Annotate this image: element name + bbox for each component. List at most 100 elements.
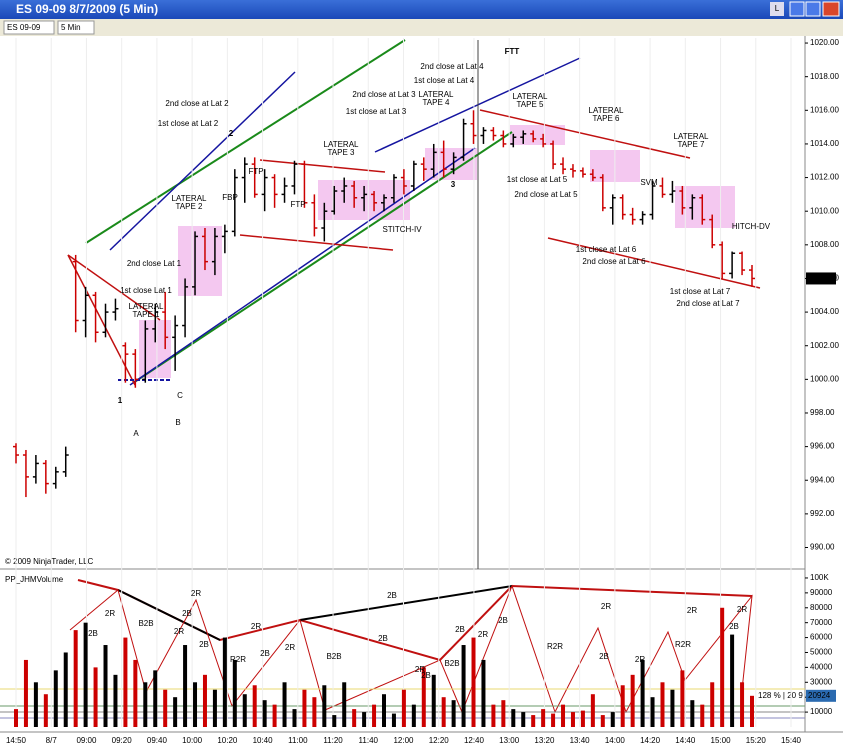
annotation: LATERAL (419, 90, 455, 99)
annotation: 2 (229, 129, 234, 138)
wave-label: 2R (191, 589, 201, 598)
volume-bar (431, 674, 436, 727)
annotation: LATERAL (324, 140, 360, 149)
volume-bar (511, 709, 516, 727)
volume-bar (590, 694, 595, 727)
y-tick-label: 996.00 (810, 442, 835, 451)
volume-bar (232, 659, 237, 727)
time-label: 8/7 (46, 736, 58, 745)
wave-label: R2R (547, 642, 563, 651)
volume-bar (501, 700, 506, 727)
annotation: C (177, 391, 183, 400)
wave-label: 2B (455, 625, 465, 634)
volume-bar (551, 713, 556, 727)
y-tick-label: 90000 (810, 588, 833, 597)
y-tick-label: 1016.00 (810, 105, 839, 114)
annotation: TAPE 6 (593, 114, 621, 123)
volume-bar (312, 697, 317, 727)
annotation: LATERAL (513, 92, 549, 101)
volume-bar (183, 645, 188, 727)
wave-label: 2B (260, 649, 270, 658)
volume-bar (650, 697, 655, 727)
volume-bar (33, 682, 38, 727)
wave-label: 2R (601, 602, 611, 611)
wave-label: B2B (326, 652, 341, 661)
volume-bar (302, 689, 307, 727)
annotation: FTP (248, 167, 263, 176)
annotation: 1st close at Lat 7 (670, 287, 731, 296)
copyright: © 2009 NinjaTrader, LLC (5, 557, 94, 566)
y-tick-label: 60000 (810, 633, 833, 642)
annotation: 1st close at Lat 2 (158, 119, 219, 128)
instrument[interactable]: ES 09-09 (7, 23, 41, 32)
volume-bar (640, 659, 645, 727)
volume-bar (163, 689, 168, 727)
instrument-select[interactable] (3, 20, 55, 35)
annotation: A (133, 429, 139, 438)
interval[interactable]: 5 Min (61, 23, 81, 32)
time-label: 09:40 (147, 736, 168, 745)
volume-bar (222, 637, 227, 727)
wave-label: B2B (444, 659, 459, 668)
volume-bar (133, 659, 138, 727)
y-tick-label: 40000 (810, 662, 833, 671)
wave-label: 2R (174, 627, 184, 636)
wave-label: B2B (138, 619, 153, 628)
time-label: 12:40 (464, 736, 485, 745)
time-label: 09:20 (112, 736, 133, 745)
annotation: FTP (290, 200, 305, 209)
volume-bar (660, 682, 665, 727)
time-label: 13:00 (499, 736, 520, 745)
button[interactable] (770, 2, 784, 16)
y-tick-label: 1008.00 (810, 240, 839, 249)
volume-bar (14, 709, 18, 727)
volume-bar (103, 645, 108, 727)
volume-bar (23, 659, 28, 727)
volume-bar (332, 715, 337, 727)
interval-select[interactable] (57, 20, 95, 35)
button-label[interactable]: L (775, 4, 780, 13)
annotation: 2nd close at Lat 2 (165, 99, 229, 108)
wave-label: 2R (415, 665, 425, 674)
maximize[interactable] (805, 1, 821, 17)
volume-bar (53, 670, 58, 727)
volume-bar (680, 670, 685, 727)
volume-bar (461, 645, 466, 727)
volume-bar (670, 689, 675, 727)
volume-bar (83, 622, 88, 727)
volume-bar (282, 682, 287, 727)
y-tick-label: 994.00 (810, 475, 835, 484)
volume-bar (421, 667, 426, 727)
annotation: TAPE 1 (133, 310, 161, 319)
y-tick-label: 70000 (810, 618, 833, 627)
wave-label: 2B (387, 591, 397, 600)
y-tick-label: 1012.00 (810, 173, 839, 182)
volume-bar (690, 700, 695, 727)
time-label: 14:20 (640, 736, 661, 745)
time-label: 09:00 (76, 736, 97, 745)
volume-bar (630, 674, 635, 727)
wave-label: 2R (635, 655, 645, 664)
time-label: 14:00 (605, 736, 626, 745)
volume-bar (391, 713, 396, 727)
volume-bar (730, 634, 735, 727)
minimize[interactable] (789, 1, 805, 17)
volume-bar (202, 674, 207, 727)
volume-bar (262, 700, 267, 727)
volume-bar (63, 652, 68, 727)
annotation: 1st close at Lat 5 (507, 175, 568, 184)
annotation: B (175, 418, 180, 427)
y-tick-label: 1014.00 (810, 139, 839, 148)
volume-bar (521, 712, 526, 727)
wave-label: 2B (378, 634, 388, 643)
annotation: STITCH-IV (382, 225, 422, 234)
annotation: 2nd close at Lat 5 (514, 190, 578, 199)
time-label: 10:00 (182, 736, 203, 745)
wave-label: 2R (251, 622, 261, 631)
y-tick-label: 1020.00 (810, 38, 839, 47)
volume-status: 128 % | 20 9 (758, 691, 803, 700)
annotation: TAPE 7 (678, 140, 706, 149)
annotation: 2nd close at Lat 3 (352, 90, 416, 99)
close[interactable] (822, 1, 840, 17)
volume-bar (541, 709, 546, 727)
